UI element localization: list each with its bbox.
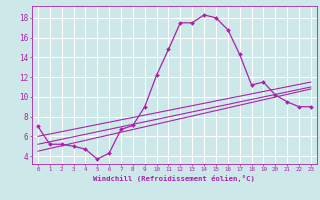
X-axis label: Windchill (Refroidissement éolien,°C): Windchill (Refroidissement éolien,°C) <box>93 175 255 182</box>
